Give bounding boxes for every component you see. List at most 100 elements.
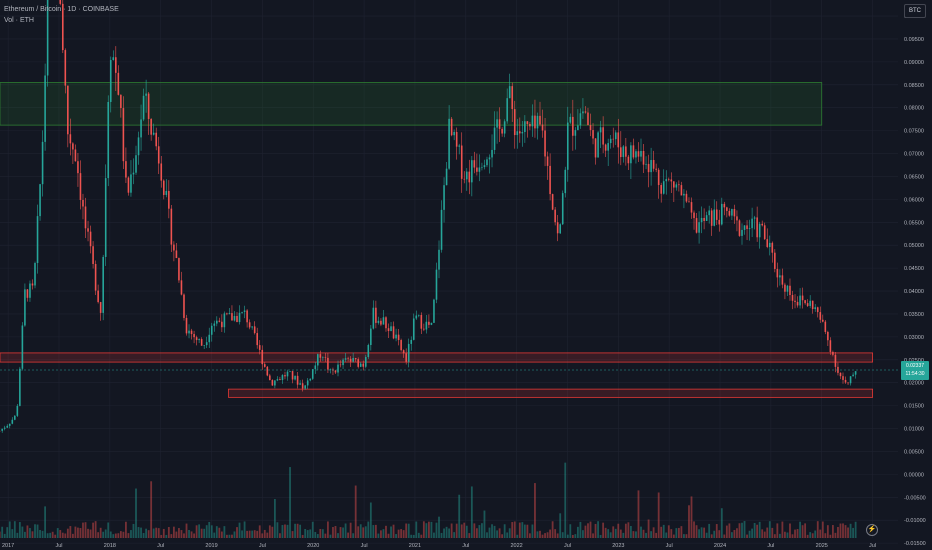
candle-body bbox=[728, 210, 731, 216]
candle-body bbox=[655, 168, 657, 170]
candle-body bbox=[377, 320, 380, 323]
candle-body bbox=[248, 322, 251, 328]
volume-bar bbox=[382, 529, 385, 538]
volume-bar bbox=[587, 523, 589, 538]
candle-body bbox=[198, 339, 200, 341]
candle-body bbox=[438, 249, 440, 270]
candle-body bbox=[19, 368, 21, 406]
candle-body bbox=[61, 3, 64, 51]
volume-label[interactable]: Vol · ETH bbox=[4, 17, 34, 24]
y-tick-label: 0.00000 bbox=[904, 472, 924, 478]
volume-bar bbox=[13, 521, 16, 538]
volume-bar bbox=[791, 534, 794, 538]
volume-bar bbox=[44, 506, 47, 538]
volume-bar bbox=[34, 524, 36, 538]
candle-body bbox=[617, 132, 620, 148]
lightning-icon[interactable]: ⚡ bbox=[866, 524, 878, 536]
candle-body bbox=[354, 358, 357, 360]
volume-bar bbox=[506, 532, 509, 538]
volume-bar bbox=[1, 526, 4, 538]
volume-bar bbox=[736, 528, 738, 538]
volume-bar bbox=[665, 532, 668, 538]
volume-bar bbox=[92, 522, 94, 538]
candle-body bbox=[74, 149, 77, 162]
candle-body bbox=[410, 339, 413, 344]
volume-bar bbox=[753, 523, 756, 538]
volume-bar bbox=[703, 527, 706, 538]
volume-bar bbox=[481, 523, 483, 538]
volume-bar bbox=[584, 525, 587, 538]
volume-bar bbox=[422, 521, 425, 538]
candle-body bbox=[445, 168, 448, 186]
volume-bar bbox=[534, 483, 536, 538]
volume-bar bbox=[518, 522, 521, 538]
zone-box[interactable] bbox=[0, 352, 873, 363]
candle-body bbox=[94, 263, 97, 291]
candle-body bbox=[407, 343, 410, 362]
volume-bar bbox=[566, 534, 569, 538]
volume-bar bbox=[357, 526, 360, 538]
candle-body bbox=[822, 319, 824, 322]
zone-box[interactable] bbox=[228, 388, 873, 398]
candle-body bbox=[178, 258, 180, 281]
candle-body bbox=[622, 146, 625, 158]
volume-bar bbox=[16, 532, 19, 538]
candle-body bbox=[627, 156, 630, 164]
x-tick-label: Jul bbox=[55, 543, 62, 549]
volume-bar bbox=[46, 533, 49, 538]
candle-body bbox=[829, 340, 832, 352]
symbol-title[interactable]: Ethereum / Bitcoin · 1D · COINBASE bbox=[4, 6, 119, 13]
candle-body bbox=[670, 179, 673, 182]
volume-bar bbox=[778, 533, 781, 538]
volume-bar bbox=[690, 496, 693, 538]
candle-body bbox=[602, 127, 604, 145]
volume-bar bbox=[74, 526, 77, 538]
volume-bar bbox=[132, 523, 135, 538]
volume-bar bbox=[826, 525, 829, 538]
volume-bar bbox=[31, 531, 34, 538]
candle-body bbox=[6, 425, 9, 428]
candle-body bbox=[680, 185, 683, 196]
candle-body bbox=[188, 330, 190, 334]
candle-body bbox=[844, 379, 847, 383]
candle-body bbox=[564, 169, 567, 194]
last-price-label: 0.02337 11:54:30 bbox=[901, 361, 929, 380]
grid-lines bbox=[0, 0, 898, 544]
candle-body bbox=[322, 357, 324, 358]
candle-body bbox=[155, 132, 158, 147]
candle-body bbox=[650, 160, 652, 173]
volume-bar bbox=[496, 530, 498, 538]
candle-body bbox=[3, 427, 6, 429]
volume-bar bbox=[839, 523, 842, 538]
candle-body bbox=[476, 167, 478, 172]
candle-body bbox=[324, 357, 327, 358]
volume-bar bbox=[311, 521, 314, 538]
y-tick-label: 0.05000 bbox=[904, 243, 924, 249]
volume-bar bbox=[268, 525, 271, 538]
volume-bar bbox=[493, 525, 496, 538]
candle-body bbox=[301, 383, 304, 389]
candle-body bbox=[554, 209, 556, 223]
volume-bar bbox=[622, 532, 625, 538]
candle-body bbox=[551, 194, 554, 210]
volume-bar bbox=[21, 526, 24, 538]
candle-body bbox=[746, 225, 748, 229]
volume-bar bbox=[556, 533, 559, 538]
candle-body bbox=[67, 85, 69, 135]
currency-button[interactable]: BTC bbox=[904, 4, 926, 18]
volume-bar bbox=[695, 525, 698, 538]
volume-bar bbox=[374, 524, 377, 538]
candle-body bbox=[816, 307, 819, 313]
volume-bar bbox=[3, 533, 6, 538]
candle-body bbox=[733, 209, 736, 217]
candle-body bbox=[231, 313, 233, 321]
volume-bar bbox=[789, 523, 791, 538]
zone-box[interactable] bbox=[0, 82, 823, 126]
candle-body bbox=[513, 109, 516, 136]
candle-body bbox=[385, 317, 387, 329]
candle-body bbox=[751, 218, 753, 229]
candle-body bbox=[534, 115, 536, 129]
volume-bar bbox=[145, 528, 148, 538]
candle-body bbox=[390, 326, 392, 332]
